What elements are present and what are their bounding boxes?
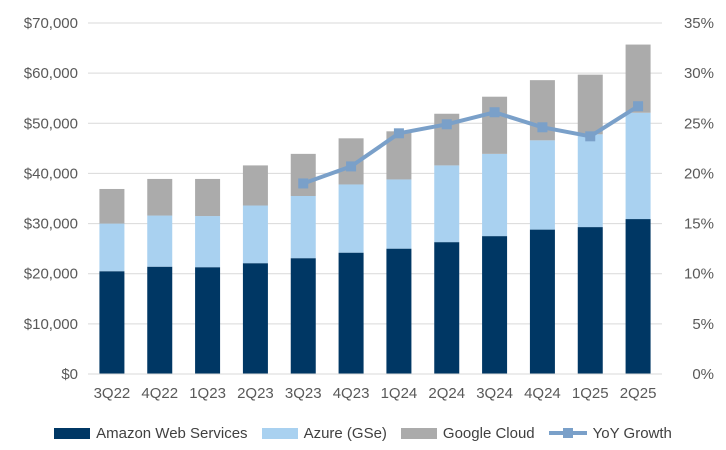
bar-segment xyxy=(482,236,508,374)
y-right-tick-label: 30% xyxy=(684,65,714,82)
bar-segment xyxy=(195,178,221,217)
bars xyxy=(99,44,651,374)
bar-segment xyxy=(290,258,316,374)
y-right-tick-label: 10% xyxy=(684,266,714,283)
x-tick-label: 3Q24 xyxy=(476,385,513,402)
y-left-tick-label: $40,000 xyxy=(24,165,78,182)
x-tick-label: 1Q25 xyxy=(572,385,609,402)
y-left-tick-label: $50,000 xyxy=(24,115,78,132)
legend: Amazon Web Services Azure (GSe) Google C… xyxy=(0,421,726,445)
y-left-tick-label: $20,000 xyxy=(24,266,78,283)
legend-item-yoy: YoY Growth xyxy=(548,424,672,442)
gridlines xyxy=(88,22,662,325)
bar-segment xyxy=(625,112,651,220)
bar-segment xyxy=(195,216,221,268)
bar-segment xyxy=(434,165,460,243)
bar-segment xyxy=(577,227,603,374)
y-left-tick-label: $70,000 xyxy=(24,15,78,32)
axes: $0 $10,000 $20,000 $30,000 $40,000 $50,000 $60… xyxy=(24,15,714,402)
y-left-tick-label: $10,000 xyxy=(24,316,78,333)
bar-segment xyxy=(147,178,173,216)
y-right-tick-label: 25% xyxy=(684,115,714,132)
bar-segment xyxy=(195,267,221,374)
legend-swatch-azure xyxy=(261,427,298,439)
bar-segment xyxy=(386,179,412,249)
bar-segment xyxy=(434,242,460,374)
yoy-point xyxy=(441,119,452,130)
bar-segment xyxy=(338,184,364,253)
y-left-tick-label: $60,000 xyxy=(24,65,78,82)
yoy-point xyxy=(298,178,309,189)
x-tick-label: 2Q23 xyxy=(237,385,274,402)
bar-segment xyxy=(577,74,603,135)
bar-segment xyxy=(290,153,316,196)
y-left-tick-label: $0 xyxy=(61,366,78,383)
bar-segment xyxy=(290,195,316,259)
chart: $0 $10,000 $20,000 $30,000 $40,000 $50,000 $60… xyxy=(24,15,714,402)
bar-segment xyxy=(577,134,603,228)
legend-swatch-google xyxy=(400,427,437,439)
legend-swatch-yoy xyxy=(548,427,587,439)
bar-segment xyxy=(242,263,268,374)
x-tick-label: 1Q23 xyxy=(189,385,226,402)
bar-segment xyxy=(99,271,125,374)
bar-segment xyxy=(147,266,173,374)
legend-label-aws: Amazon Web Services xyxy=(96,424,248,442)
yoy-point xyxy=(633,101,644,112)
legend-label-yoy: YoY Growth xyxy=(592,424,672,442)
legend-item-google: Google Cloud xyxy=(400,424,535,442)
x-tick-label: 2Q25 xyxy=(620,385,657,402)
bar-segment xyxy=(242,205,268,264)
x-tick-label: 1Q24 xyxy=(381,385,418,402)
y-right-tick-label: 35% xyxy=(684,15,714,32)
bar-segment xyxy=(529,229,555,374)
bar-segment xyxy=(242,165,268,206)
y-right-tick-label: 15% xyxy=(684,216,714,233)
yoy-line-path xyxy=(302,104,640,186)
legend-item-aws: Amazon Web Services xyxy=(54,424,248,442)
yoy-point xyxy=(585,131,596,142)
yoy-point xyxy=(537,122,548,133)
bar-segment xyxy=(147,215,173,267)
x-tick-label: 4Q24 xyxy=(524,385,561,402)
x-tick-label: 2Q24 xyxy=(428,385,465,402)
yoy-point xyxy=(346,161,357,172)
yoy-growth-line xyxy=(298,101,644,189)
legend-item-azure: Azure (GSe) xyxy=(261,424,387,442)
y-left-tick-label: $30,000 xyxy=(24,216,78,233)
bar-segment xyxy=(338,252,364,374)
bar-segment xyxy=(482,96,508,154)
bar-segment xyxy=(529,140,555,230)
y-right-tick-label: 5% xyxy=(692,316,714,333)
legend-label-azure: Azure (GSe) xyxy=(303,424,387,442)
x-tick-label: 3Q23 xyxy=(285,385,322,402)
legend-label-google: Google Cloud xyxy=(442,424,535,442)
yoy-point xyxy=(393,128,404,139)
legend-swatch-aws xyxy=(54,427,91,439)
x-tick-label: 3Q22 xyxy=(94,385,131,402)
bar-segment xyxy=(386,248,412,374)
bar-segment xyxy=(99,188,125,224)
y-right-tick-label: 0% xyxy=(692,366,714,383)
bar-segment xyxy=(625,219,651,374)
bar-segment xyxy=(99,223,125,272)
x-tick-label: 4Q23 xyxy=(333,385,370,402)
x-tick-label: 4Q22 xyxy=(141,385,178,402)
yoy-point xyxy=(489,107,500,118)
y-right-tick-label: 20% xyxy=(684,165,714,182)
bar-segment xyxy=(482,153,508,237)
